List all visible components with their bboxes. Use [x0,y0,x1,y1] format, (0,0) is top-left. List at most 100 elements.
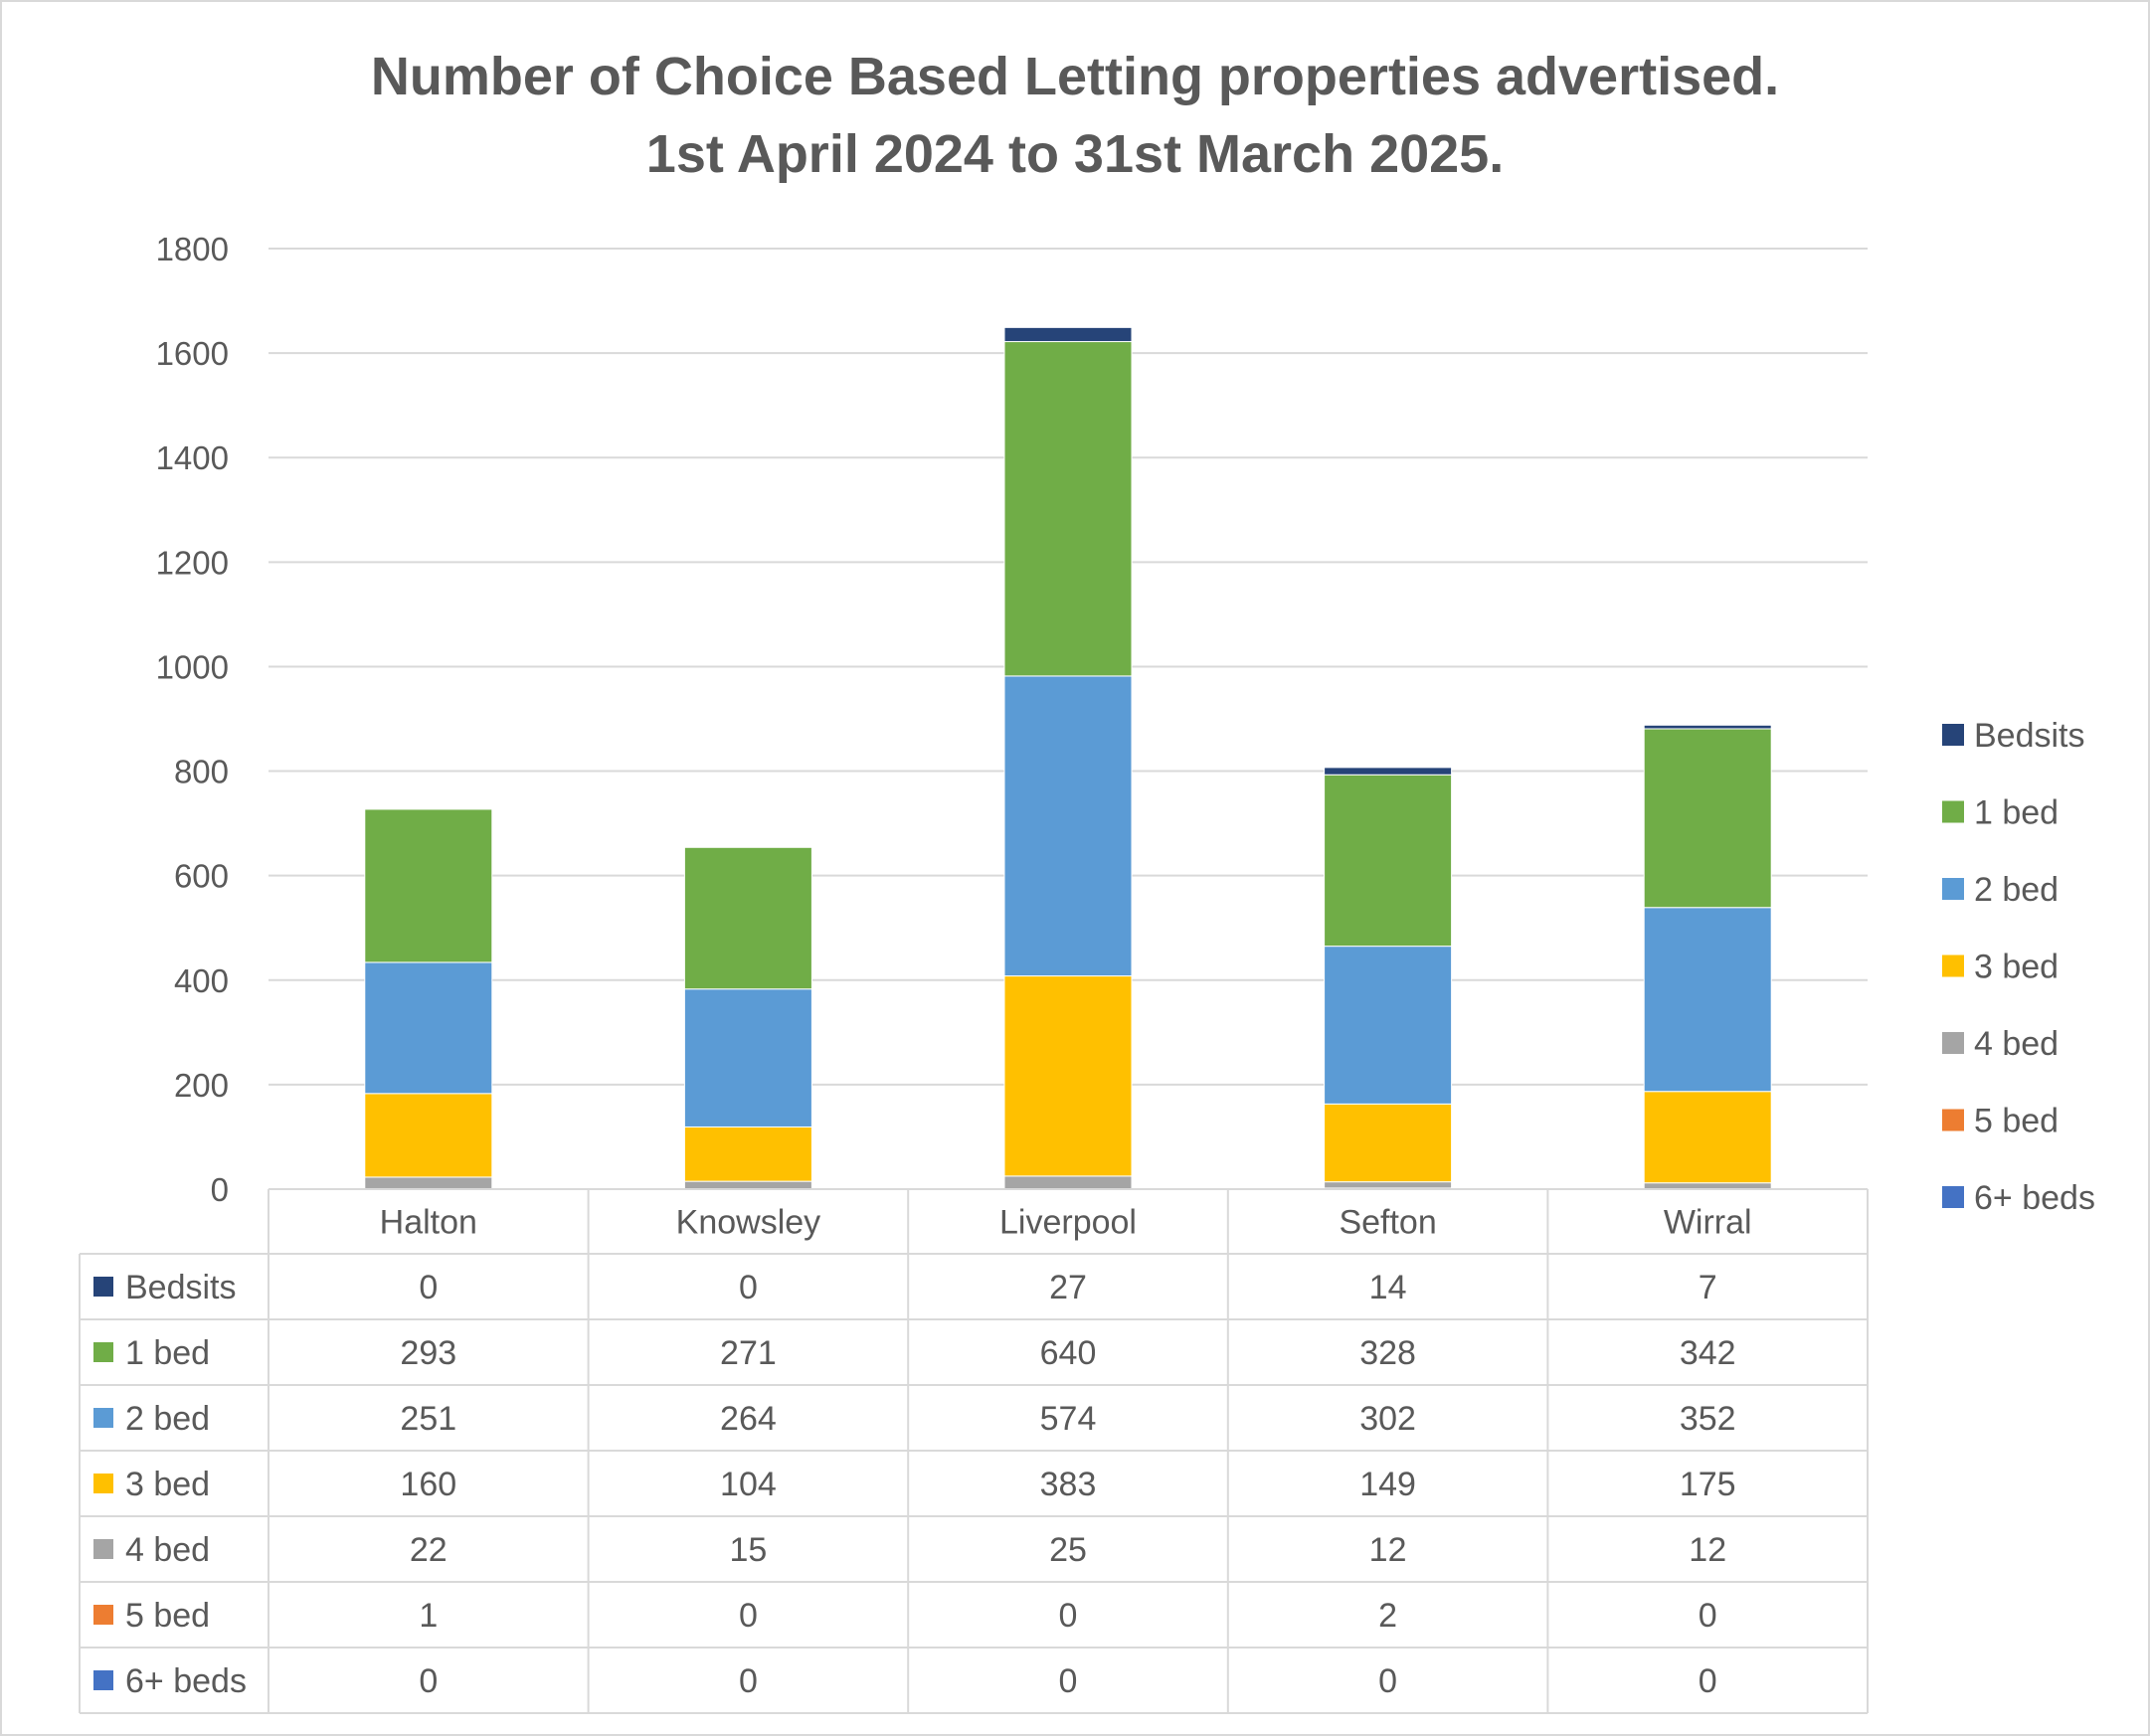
table-cell-value: 0 [1699,1662,1717,1700]
y-tick-label: 1600 [156,335,229,372]
legend-key [1942,1109,1964,1131]
table-cell-value: 293 [400,1334,456,1372]
legend-label: 4 bed [1974,1025,2059,1063]
table-cell-value: 25 [1049,1531,1087,1569]
y-tick-label: 0 [211,1171,229,1208]
table-cell-value: 22 [410,1531,448,1569]
table-cell-value: 251 [400,1400,456,1438]
y-tick-label: 1800 [156,231,229,267]
legend-label: 3 bed [1974,949,2059,986]
y-tick-label: 400 [174,962,229,999]
bar-segment [1003,975,1133,1177]
legend-label: Bedsits [1974,717,2085,755]
table-cell-value: 2 [1378,1597,1397,1635]
legend-key [1942,724,1964,746]
table-cell-value: 0 [739,1269,758,1306]
y-tick-label: 1400 [156,439,229,476]
table-cell-value: 104 [720,1466,777,1503]
bar-segment [364,1093,493,1178]
category-label: Liverpool [999,1204,1137,1242]
bar-segment [1003,675,1133,977]
table-cell-value: 342 [1680,1334,1736,1372]
table-cell-value: 302 [1359,1400,1416,1438]
bar-segment [683,846,812,990]
bar-segment [364,808,493,963]
bar-segment [683,1180,812,1190]
legend-key [1942,878,1964,900]
y-tick-label: 800 [174,754,229,790]
chart-title-line: 1st April 2024 to 31st March 2025. [646,124,1504,184]
bar-segment [1003,1175,1133,1190]
chart-title: Number of Choice Based Letting propertie… [371,47,1779,184]
table-cell-value: 0 [739,1597,758,1635]
bars [364,326,1772,1190]
bar-segment [1643,1091,1772,1184]
table-cell-value: 0 [419,1662,438,1700]
bar-segment [1003,326,1133,343]
table-cell-value: 271 [720,1334,777,1372]
table-cell-value: 264 [720,1400,777,1438]
table-cell-value: 27 [1049,1269,1087,1306]
table-cell-value: 12 [1369,1531,1407,1569]
legend-key [1942,1032,1964,1054]
table-cell-value: 640 [1040,1334,1097,1372]
legend-label: 1 bed [1974,794,2059,832]
bar-segment [1324,1181,1453,1189]
table-cell-value: 12 [1689,1531,1726,1569]
bar-segment [1324,946,1453,1105]
y-tick-label: 600 [174,858,229,895]
bar-segment [364,961,493,1095]
table-row-label: 3 bed [125,1466,210,1503]
legend-label: 5 bed [1974,1103,2059,1140]
table-cell-value: 160 [400,1466,456,1503]
legend-key [1942,1186,1964,1208]
table-cell-value: 0 [1059,1662,1078,1700]
bar-segment [1643,724,1772,730]
table-row-label: 6+ beds [125,1662,247,1700]
legend-key [1942,800,1964,823]
table-cell-value: 149 [1359,1466,1416,1503]
y-tick-label: 200 [174,1067,229,1104]
table-row-label: 1 bed [125,1334,210,1372]
table-legend-key [93,1408,113,1428]
y-tick-label: 1200 [156,544,229,581]
category-label: Knowsley [676,1204,821,1242]
table-cell-value: 0 [419,1269,438,1306]
table-cell-value: 0 [1059,1597,1078,1635]
table-cell-value: 328 [1359,1334,1416,1372]
bar-segment [1643,728,1772,909]
table-cell-value: 7 [1699,1269,1717,1306]
table-row-label: Bedsits [125,1269,237,1306]
y-tick-label: 1000 [156,648,229,685]
category-label: Sefton [1339,1204,1436,1242]
table-cell-value: 0 [1378,1662,1397,1700]
category-label: Wirral [1664,1204,1752,1242]
table-row-label: 4 bed [125,1531,210,1569]
table-cell-value: 574 [1040,1400,1097,1438]
bar-segment [1324,1103,1453,1183]
table-cell-value: 14 [1369,1269,1407,1306]
data-table: Halton Knowsley Liverpool Sefton Wirral Bedsi… [79,1188,1869,1714]
y-axis: 0 200 400 600 800 1000 1200 1400 1600 1800 [156,231,229,1208]
legend-label: 2 bed [1974,871,2059,909]
table-row-label: 5 bed [125,1597,210,1635]
bar-segment [683,988,812,1128]
table-cell-value: 1 [419,1597,438,1635]
table-legend-key [93,1474,113,1493]
table-legend-key [93,1670,113,1690]
bar-segment [1003,341,1133,677]
bar-segment [683,1126,812,1182]
bar-segment [1643,907,1772,1093]
legend: Bedsits 1 bed 2 bed 3 bed 4 bed 5 bed 6+ beds [1942,717,2095,1217]
chart-title-line: Number of Choice Based Letting propertie… [371,47,1779,106]
table-cell-value: 383 [1040,1466,1097,1503]
bar-segment [1324,774,1453,948]
table-legend-key [93,1277,113,1297]
table-legend-key [93,1342,113,1362]
table-cell-value: 0 [739,1662,758,1700]
bar-segment [1324,767,1453,776]
table-cell-value: 15 [729,1531,767,1569]
bar-segment [364,1176,493,1189]
